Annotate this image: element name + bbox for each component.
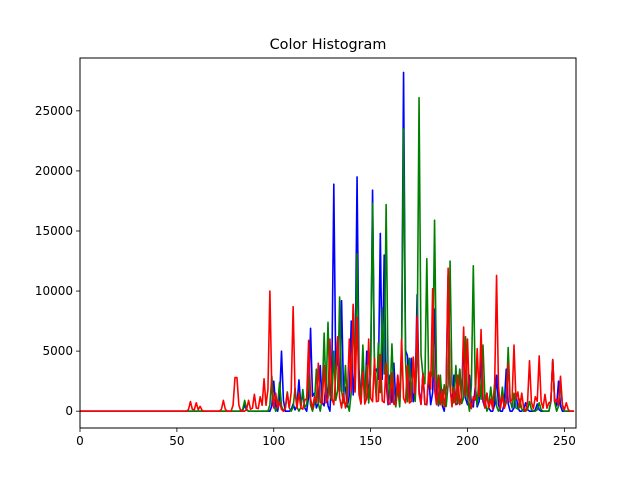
y-tick-label: 25000 [35,104,73,118]
series-line-2 [80,267,575,412]
y-tick-label: 20000 [35,164,73,178]
x-tick-label: 0 [76,434,84,448]
series-layer [80,71,575,412]
chart-title: Color Histogram [270,37,387,53]
y-tick-label: 5000 [42,344,73,358]
y-tick-label: 15000 [35,224,73,238]
series-line-1 [80,96,575,412]
x-tick-label: 250 [553,434,576,448]
x-axis: 0 50 100 150 200 250 [76,428,576,448]
x-tick-label: 200 [456,434,479,448]
x-tick-label: 50 [169,434,184,448]
plot-frame [79,57,577,429]
y-tick-label: 10000 [35,284,73,298]
y-axis: 0 5000 10000 15000 20000 25000 [35,104,80,418]
x-tick-label: 150 [359,434,382,448]
x-tick-label: 100 [262,434,285,448]
y-tick-label: 0 [65,404,73,418]
